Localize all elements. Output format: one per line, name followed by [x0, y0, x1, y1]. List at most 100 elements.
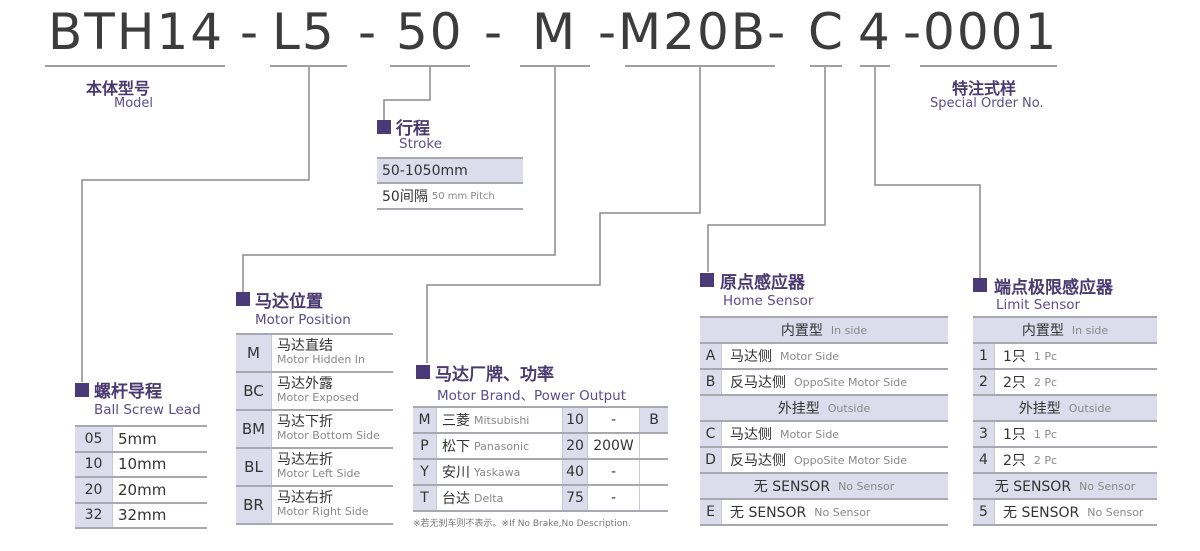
- table-group-header: 外挂型 Outside: [700, 396, 948, 422]
- brand-name-cn: 三菱: [442, 413, 470, 429]
- underline-special: [920, 65, 1057, 67]
- brand-code: M: [413, 408, 437, 432]
- home-desc: 反马达侧 OppoSite Motor Side: [722, 448, 948, 472]
- code-model: BTH14: [48, 3, 225, 61]
- position-desc-en: Motor Bottom Side: [277, 429, 380, 442]
- limit-desc-en: 2 Pc: [1033, 375, 1058, 389]
- lead-code: 32: [75, 503, 113, 527]
- lead-code: 20: [75, 478, 113, 502]
- table-group-header: 无 SENSOR No Sensor: [973, 474, 1157, 500]
- position-code: BM: [236, 411, 272, 447]
- home-desc-en: No Sensor: [814, 505, 871, 519]
- position-desc: 马达右折 Motor Right Side: [272, 487, 393, 523]
- table-group-header: 内置型 In side: [973, 318, 1157, 344]
- lead-value: 10mm: [118, 455, 167, 474]
- position-desc: 马达左折 Motor Left Side: [272, 449, 393, 485]
- position-table: M 马达直结 Motor Hidden In BC 马达外露 Motor Exposed B…: [236, 333, 393, 525]
- limit-desc: 无 SENSOR No Sensor: [995, 500, 1157, 524]
- limit-connector: [874, 67, 981, 278]
- limit-desc-cn: 无 SENSOR: [1003, 505, 1080, 521]
- power-value: -: [588, 408, 640, 432]
- home-code: A: [700, 344, 722, 368]
- position-desc-en: Motor Right Side: [277, 505, 369, 518]
- position-connector: [242, 67, 556, 292]
- home-table: 内置型 In side A 马达侧 Motor Side B 反马达侧 OppoSite Mo…: [700, 316, 948, 526]
- power-code: 10: [563, 408, 588, 432]
- model-label-cn: 本体型号: [86, 79, 151, 98]
- code-special: -0001: [903, 3, 1059, 61]
- code-lead: L5: [272, 3, 336, 61]
- stroke-title-cn: 行程: [396, 119, 430, 139]
- group-header-cn: 外挂型: [777, 401, 820, 417]
- position-title-cn: 马达位置: [255, 292, 323, 312]
- brand-name: 三菱 Mitsubishi: [437, 408, 563, 432]
- brake-code: [640, 460, 668, 484]
- table-row: E 无 SENSOR No Sensor: [700, 500, 948, 526]
- limit-desc-en: 2 Pc: [1033, 453, 1058, 467]
- stroke-pitch-en: 50 mm Pitch: [431, 190, 495, 202]
- group-header-cn: 外挂型: [1018, 401, 1061, 417]
- position-code: BL: [236, 449, 272, 485]
- brake-code: [640, 486, 668, 510]
- lead-title-cn: 螺杆导程: [94, 382, 162, 402]
- group-header: 外挂型 Outside: [700, 396, 948, 420]
- power-value: -: [588, 486, 640, 510]
- limit-code: 1: [973, 344, 995, 368]
- lead-value: 20mm: [118, 480, 167, 499]
- group-header-cn: 无 SENSOR: [753, 479, 831, 495]
- limit-title-cn: 端点极限感应器: [994, 278, 1113, 298]
- lead-code: 10: [75, 452, 113, 476]
- underline-model: [45, 65, 225, 67]
- home-desc-cn: 马达侧: [730, 349, 772, 365]
- position-desc-cn: 马达直结: [277, 338, 333, 354]
- table-row: M 马达直结 Motor Hidden In: [236, 335, 393, 373]
- lead-code: 05: [75, 427, 113, 451]
- group-header-cn: 内置型: [780, 323, 823, 339]
- group-header-en: In side: [1071, 323, 1109, 337]
- position-desc-en: Motor Hidden In: [277, 353, 366, 366]
- limit-table: 内置型 In side 1 1只 1 Pc 2 2只 2 Pc 外挂型 Outside 3 1只 1 P…: [973, 316, 1157, 526]
- home-desc: 马达侧 Motor Side: [722, 344, 948, 368]
- position-desc: 马达下折 Motor Bottom Side: [272, 411, 393, 447]
- brand-name-cn: 台达: [442, 491, 470, 507]
- stroke-title-en: Stroke: [399, 136, 443, 152]
- group-header-cn: 内置型: [1021, 323, 1064, 339]
- table-row: Y 安川 Yaskawa 40-: [413, 460, 668, 486]
- table-row: BC 马达外露 Motor Exposed: [236, 373, 393, 411]
- limit-title-en: Limit Sensor: [996, 297, 1081, 313]
- position-desc-en: Motor Exposed: [277, 391, 359, 404]
- code-position: M: [532, 3, 578, 61]
- brand-name-cn: 松下: [442, 439, 470, 455]
- position-desc-cn: 马达外露: [277, 376, 333, 392]
- table-row: 32 32mm: [75, 503, 207, 529]
- home-desc-en: OppoSite Motor Side: [794, 375, 908, 389]
- home-code: B: [700, 370, 722, 394]
- home-code: D: [700, 448, 722, 472]
- brand-title-en: Motor Brand、Power Output: [437, 388, 627, 404]
- table-row: BL 马达左折 Motor Left Side: [236, 449, 393, 487]
- group-header-en: No Sensor: [838, 479, 895, 493]
- lead-value: 5mm: [118, 429, 157, 448]
- home-code: E: [700, 500, 722, 524]
- group-header-cn: 无 SENSOR: [994, 479, 1072, 495]
- home-code: C: [700, 422, 722, 446]
- table-group-header: 无 SENSOR No Sensor: [700, 474, 948, 500]
- home-desc-cn: 反马达侧: [730, 375, 786, 391]
- position-desc-cn: 马达左折: [277, 452, 333, 468]
- group-header-en: In side: [830, 323, 868, 337]
- underline-position: [520, 65, 590, 67]
- table-row: 4 2只 2 Pc: [973, 448, 1157, 474]
- home-desc-en: Motor Side: [780, 427, 840, 441]
- limit-desc-cn: 1只: [1003, 349, 1026, 365]
- power-code: 20: [563, 434, 588, 458]
- table-row: 05 5mm: [75, 427, 207, 453]
- position-desc: 马达外露 Motor Exposed: [272, 373, 393, 409]
- underline-home: [810, 65, 842, 67]
- code-dash: -: [358, 3, 379, 61]
- home-desc: 无 SENSOR No Sensor: [722, 500, 948, 524]
- limit-desc-cn: 1只: [1003, 427, 1026, 443]
- brand-name-en: Mitsubishi: [474, 413, 530, 427]
- underline-limit: [860, 65, 890, 67]
